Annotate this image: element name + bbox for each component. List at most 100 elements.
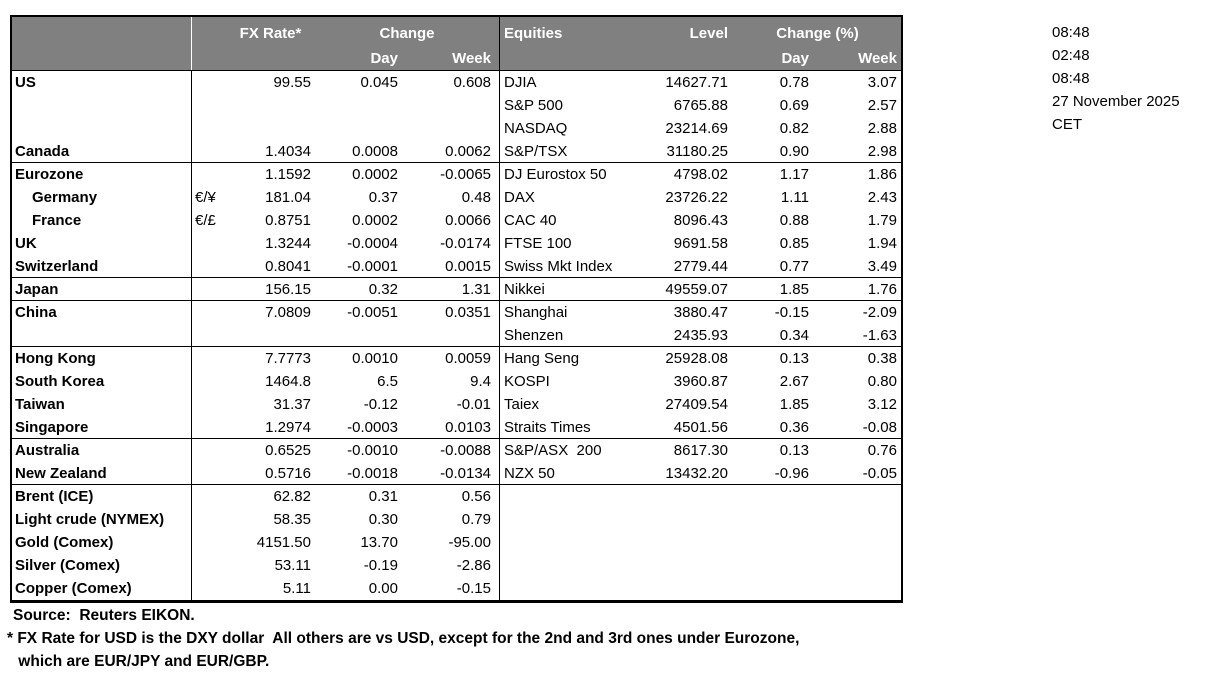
equity-day-change-cell xyxy=(734,531,814,554)
equity-name-cell: Hang Seng xyxy=(499,347,649,370)
equity-week-change-cell: 2.88 xyxy=(867,120,897,137)
equity-week-change-cell: 3.12 xyxy=(867,396,897,413)
equity-name-cell: Swiss Mkt Index xyxy=(499,255,649,278)
fx-day-change-cell: 0.37 xyxy=(368,189,398,206)
fx-day-change-cell: 0.0008 xyxy=(315,140,404,163)
equity-name-cell: S&P/ASX 200 xyxy=(499,439,649,462)
fx-rate-cell: 0.8041 xyxy=(226,255,315,278)
equity-level-cell: 23214.69 xyxy=(665,120,728,137)
fx-rate-cell: 53.11 xyxy=(274,557,311,574)
fx-country-cell: New Zealand xyxy=(12,462,192,485)
table-body: US 99.55 0.045 0.608 DJIA 14627.71 0.78 3.07 S&P… xyxy=(12,71,901,600)
equity-name-cell: CAC 40 xyxy=(499,209,649,232)
fx-rate-cell: 99.55 xyxy=(273,74,311,91)
fx-country-cell: Gold (Comex) xyxy=(12,531,192,554)
equity-week-change-cell: -0.05 xyxy=(814,462,901,485)
fx-day-change-cell: 0.0002 xyxy=(352,166,398,183)
equity-level-cell xyxy=(649,554,734,577)
equity-week-change-cell: 1.94 xyxy=(867,235,897,252)
fx-country-cell: Australia xyxy=(12,439,192,462)
table-row: Brent (ICE) 62.82 0.31 0.56 xyxy=(12,485,901,508)
fx-rate-cell: 181.04 xyxy=(265,189,311,206)
table-row: Silver (Comex) 53.11 -0.19 -2.86 xyxy=(12,554,901,577)
equity-name-cell: KOSPI xyxy=(499,370,649,393)
equity-day-change-cell: 1.17 xyxy=(779,166,809,183)
fx-symbol-cell xyxy=(192,232,226,255)
equity-level-cell: 4501.56 xyxy=(649,416,734,439)
fx-country-cell: France xyxy=(12,209,192,232)
equities-level-header: Level xyxy=(689,25,728,42)
fx-week-change-cell: 0.0015 xyxy=(404,255,499,278)
table-row: UK 1.3244 -0.0004 -0.0174 FTSE 100 9691.58 0.8… xyxy=(12,232,901,255)
fx-rate-cell: 62.82 xyxy=(273,488,311,505)
fx-rate-cell: 0.8751 xyxy=(265,212,311,229)
table-row: South Korea 1464.8 6.5 9.4 KOSPI 3960.87 2.67 0… xyxy=(12,370,901,393)
equities-week-header: Week xyxy=(858,50,897,67)
equity-week-change-cell: 0.76 xyxy=(867,442,897,459)
equity-name-cell: Straits Times xyxy=(499,416,649,439)
fx-symbol-cell xyxy=(192,117,226,140)
fx-day-change-cell: -0.0004 xyxy=(347,235,398,252)
equity-day-change-cell: 0.34 xyxy=(734,324,814,347)
equity-level-cell: 4798.02 xyxy=(673,166,728,183)
equity-week-change-cell: 1.86 xyxy=(867,166,897,183)
fx-day-change-cell: 0.0002 xyxy=(352,212,398,229)
fx-country-cell: Japan xyxy=(12,278,192,301)
equity-week-change-cell: -2.09 xyxy=(862,304,897,321)
fx-day-change-cell: 0.0010 xyxy=(352,350,398,367)
footnotes: Source: Reuters EIKON. * FX Rate for USD… xyxy=(0,604,799,673)
header-spacer xyxy=(499,45,649,70)
equity-level-cell: 25928.08 xyxy=(665,350,728,367)
fx-rate-cell: 0.6525 xyxy=(265,442,311,459)
fx-day-change-cell: 0.30 xyxy=(368,511,398,528)
fx-country-cell: Canada xyxy=(12,140,192,163)
equity-day-change-cell: 0.77 xyxy=(734,255,814,278)
fx-symbol-cell xyxy=(192,577,226,600)
fx-rate-cell: 156.15 xyxy=(226,278,315,301)
fx-country-cell: Singapore xyxy=(12,416,192,439)
time-line: 08:48 xyxy=(1052,24,1090,41)
equity-level-cell: 8617.30 xyxy=(673,442,728,459)
equity-name-cell xyxy=(499,531,649,554)
equity-day-change-cell: 0.13 xyxy=(779,350,809,367)
fx-week-change-cell: -95.00 xyxy=(448,534,491,551)
equities-header: Equities xyxy=(499,17,649,45)
fx-rate-cell: 31.37 xyxy=(273,396,311,413)
table-row: Canada 1.4034 0.0008 0.0062 S&P/TSX 31180.25 0… xyxy=(12,140,901,163)
fx-rate-cell: 4151.50 xyxy=(256,534,311,551)
source-note: Source: Reuters EIKON. xyxy=(13,607,195,624)
fx-week-change-cell: -0.0134 xyxy=(404,462,499,485)
equity-level-cell: 27409.54 xyxy=(665,396,728,413)
equity-day-change-cell: -0.96 xyxy=(734,462,814,485)
fx-day-change-cell xyxy=(315,324,404,347)
equity-week-change-cell xyxy=(814,485,901,508)
equity-level-cell xyxy=(649,485,734,508)
fx-week-change-cell: -0.0174 xyxy=(440,235,491,252)
time-line: 02:48 xyxy=(1052,47,1090,64)
fx-day-change-cell: -0.19 xyxy=(363,557,398,574)
equity-week-change-cell: 1.76 xyxy=(814,278,901,301)
fx-rate-cell: 7.0809 xyxy=(265,304,311,321)
table-row: Singapore 1.2974 -0.0003 0.0103 Straits Time… xyxy=(12,416,901,439)
fx-week-change-cell: 0.79 xyxy=(461,511,491,528)
fx-day-header: Day xyxy=(370,50,398,67)
equity-name-cell: Shenzen xyxy=(499,324,649,347)
equity-day-change-cell: 1.11 xyxy=(780,189,809,206)
header-spacer xyxy=(12,17,192,70)
fx-symbol-cell xyxy=(192,531,226,554)
equity-name-cell: S&P 500 xyxy=(499,94,649,117)
equity-week-change-cell: 0.38 xyxy=(867,350,897,367)
equity-level-cell: 8096.43 xyxy=(673,212,728,229)
equity-level-cell: 23726.22 xyxy=(665,189,728,206)
fx-rate-cell xyxy=(226,94,315,117)
fx-day-change-cell: -0.0003 xyxy=(315,416,404,439)
equity-week-change-cell: -1.63 xyxy=(814,324,901,347)
equity-name-cell: Shanghai xyxy=(499,301,649,324)
fx-country-cell: Eurozone xyxy=(12,163,192,186)
fx-change-header: Change xyxy=(379,25,435,42)
equity-day-change-cell xyxy=(734,554,814,577)
table-row: Australia 0.6525 -0.0010 -0.0088 S&P/ASX 200… xyxy=(12,439,901,462)
fx-rate-cell: 1.1592 xyxy=(265,166,311,183)
fx-symbol-cell xyxy=(192,508,226,531)
